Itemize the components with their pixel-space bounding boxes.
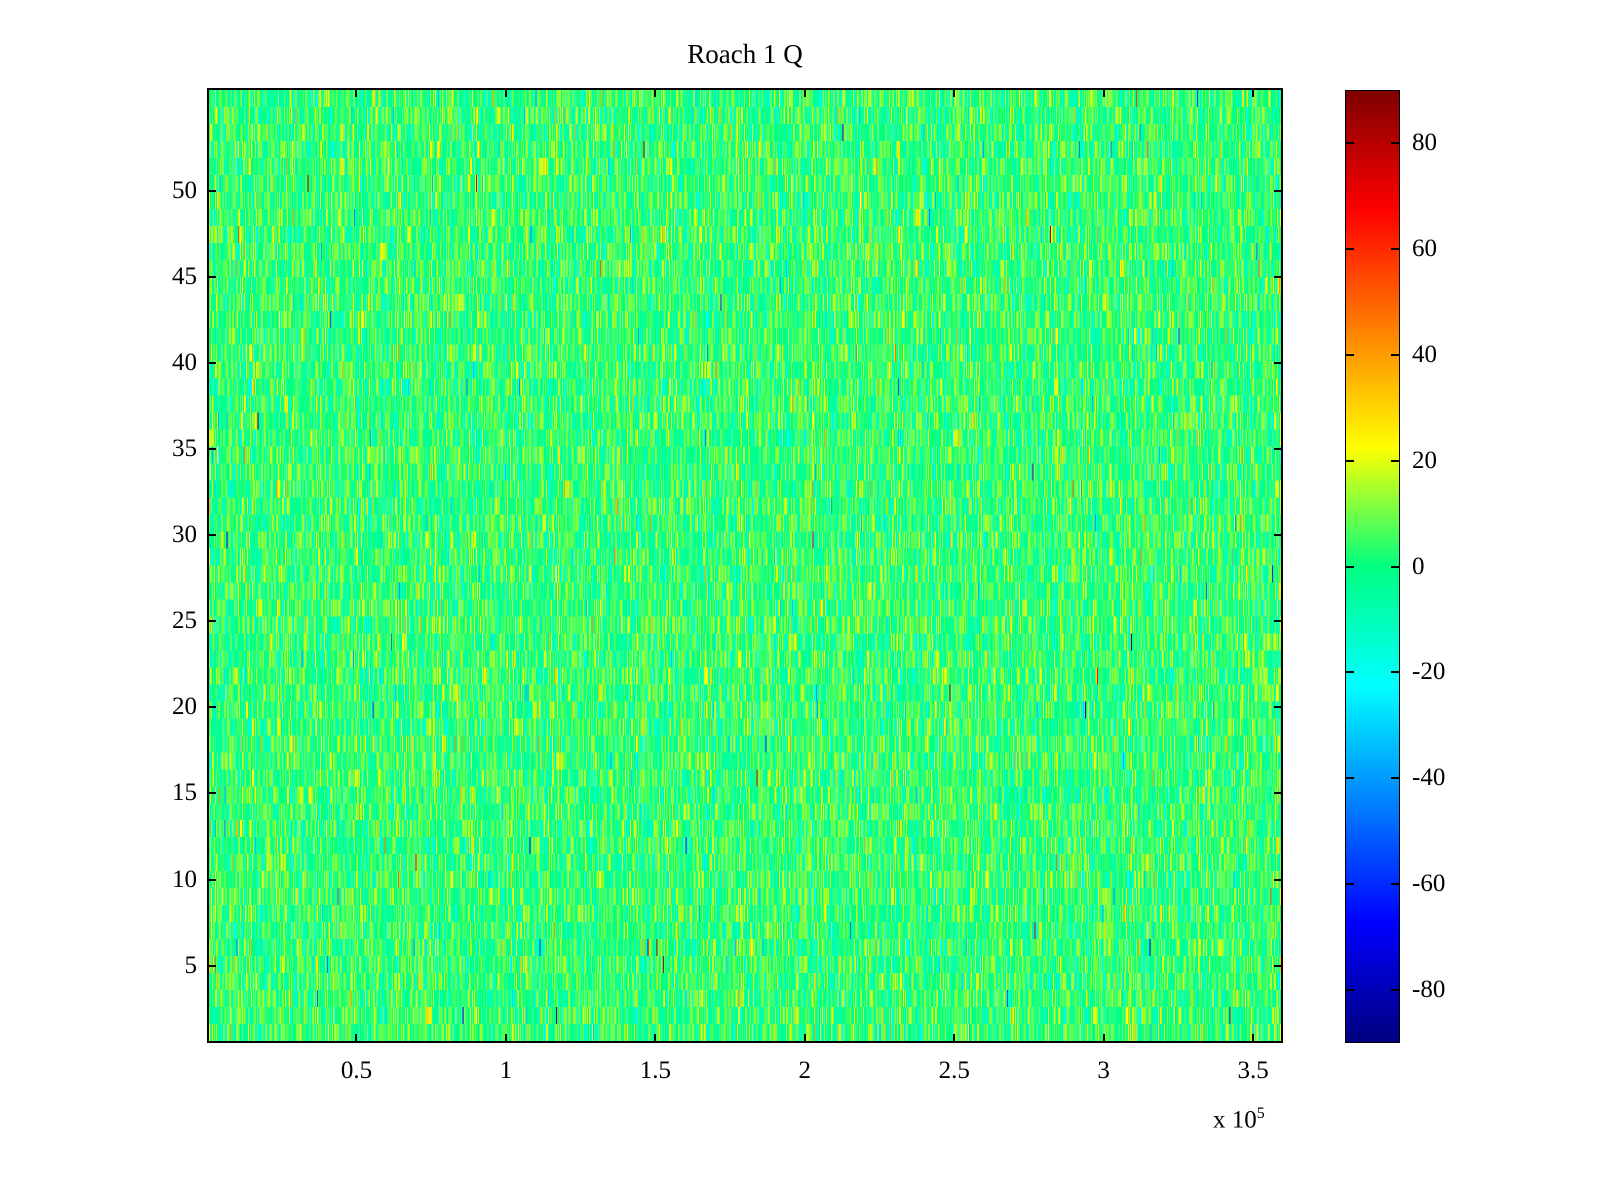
colorbar-tick-label: -40 [1412, 764, 1446, 792]
x-axis-tick [504, 88, 507, 97]
page-title: Roach 1 Q [687, 39, 803, 69]
x-axis-tick [504, 1034, 507, 1043]
colorbar [1345, 90, 1400, 1043]
heatmap-image [209, 90, 1281, 1041]
y-axis-tick [1274, 964, 1283, 967]
y-axis-tick [1274, 620, 1283, 623]
y-axis-tick-label: 10 [172, 865, 197, 893]
colorbar-tick [1391, 459, 1400, 462]
y-axis-tick-label: 25 [172, 607, 197, 635]
colorbar-tick [1345, 459, 1354, 462]
colorbar-tick [1391, 777, 1400, 780]
y-axis-tick-label: 50 [172, 177, 197, 205]
x-exponent-power: 5 [1256, 1105, 1265, 1122]
colorbar-tick [1391, 883, 1400, 886]
x-axis-tick-label: 1 [499, 1057, 513, 1084]
colorbar-tick [1345, 353, 1354, 356]
y-axis-tick [207, 878, 216, 881]
x-axis-tick [803, 88, 806, 97]
y-axis-tick [1274, 534, 1283, 537]
colorbar-gradient [1346, 91, 1399, 1042]
y-axis-tick-label: 35 [172, 435, 197, 463]
y-axis-tick [207, 190, 216, 193]
y-axis-tick [1274, 362, 1283, 365]
x-axis-tick-label: 0.5 [340, 1057, 373, 1084]
y-axis-tick-label: 15 [172, 779, 197, 807]
colorbar-tick-label: 40 [1412, 340, 1437, 368]
colorbar-tick [1391, 353, 1400, 356]
colorbar-tick [1391, 989, 1400, 992]
colorbar-tick [1345, 671, 1354, 674]
colorbar-tick [1391, 141, 1400, 144]
colorbar-tick-label: -60 [1412, 870, 1446, 898]
colorbar-tick [1345, 883, 1354, 886]
y-axis-tick-label: 5 [184, 951, 198, 979]
colorbar-tick [1345, 141, 1354, 144]
y-axis-tick-label: 40 [172, 349, 197, 377]
y-axis-tick-label: 45 [172, 263, 197, 291]
x-axis-tick-label: 1.5 [639, 1057, 671, 1084]
y-axis-tick [207, 620, 216, 623]
y-axis-tick [1274, 706, 1283, 709]
x-axis-tick [953, 88, 956, 97]
y-axis-tick [207, 534, 216, 537]
colorbar-tick [1391, 671, 1400, 674]
y-axis-tick [1274, 448, 1283, 451]
x-axis-tick [654, 88, 657, 97]
x-axis-tick [1252, 1034, 1255, 1043]
x-exponent-base: x 10 [1213, 1106, 1257, 1134]
colorbar-tick-label: 80 [1412, 128, 1437, 156]
colorbar-tick-label: 0 [1412, 552, 1425, 580]
y-axis-tick-label: 20 [172, 693, 197, 721]
y-axis-tick [207, 792, 216, 795]
heatmap-plot-area [207, 88, 1283, 1043]
x-axis-tick-label: 3.5 [1237, 1057, 1269, 1084]
x-axis-tick [1252, 88, 1255, 97]
x-axis-exponent-label: x 105 [1213, 1105, 1265, 1134]
x-axis-tick-label: 3 [1097, 1057, 1110, 1084]
x-axis-tick [1102, 1034, 1105, 1043]
y-axis-tick [1274, 878, 1283, 881]
colorbar-tick [1345, 247, 1354, 250]
x-axis-tick-label: 2.5 [938, 1057, 970, 1084]
colorbar-tick [1345, 777, 1354, 780]
x-axis-tick [355, 1034, 358, 1043]
colorbar-tick-label: -80 [1412, 976, 1446, 1004]
colorbar-tick-label: 60 [1412, 234, 1437, 262]
x-axis-tick [1102, 88, 1105, 97]
x-axis-tick [803, 1034, 806, 1043]
y-axis-tick [1274, 792, 1283, 795]
colorbar-tick-label: -20 [1412, 658, 1446, 686]
y-axis-tick [207, 448, 216, 451]
y-axis-tick [207, 362, 216, 365]
y-axis-tick [1274, 276, 1283, 279]
colorbar-tick [1391, 247, 1400, 250]
colorbar-tick [1345, 989, 1354, 992]
x-axis-tick-label: 2 [798, 1057, 812, 1084]
x-axis-tick [654, 1034, 657, 1043]
y-axis-tick-label: 30 [172, 521, 197, 549]
y-axis-tick [207, 706, 216, 709]
colorbar-tick [1345, 565, 1354, 568]
y-axis-tick [207, 276, 216, 279]
x-axis-tick [953, 1034, 956, 1043]
colorbar-tick [1391, 565, 1400, 568]
x-axis-tick [355, 88, 358, 97]
colorbar-tick-label: 20 [1412, 446, 1437, 474]
y-axis-tick [1274, 190, 1283, 193]
y-axis-tick [207, 964, 216, 967]
